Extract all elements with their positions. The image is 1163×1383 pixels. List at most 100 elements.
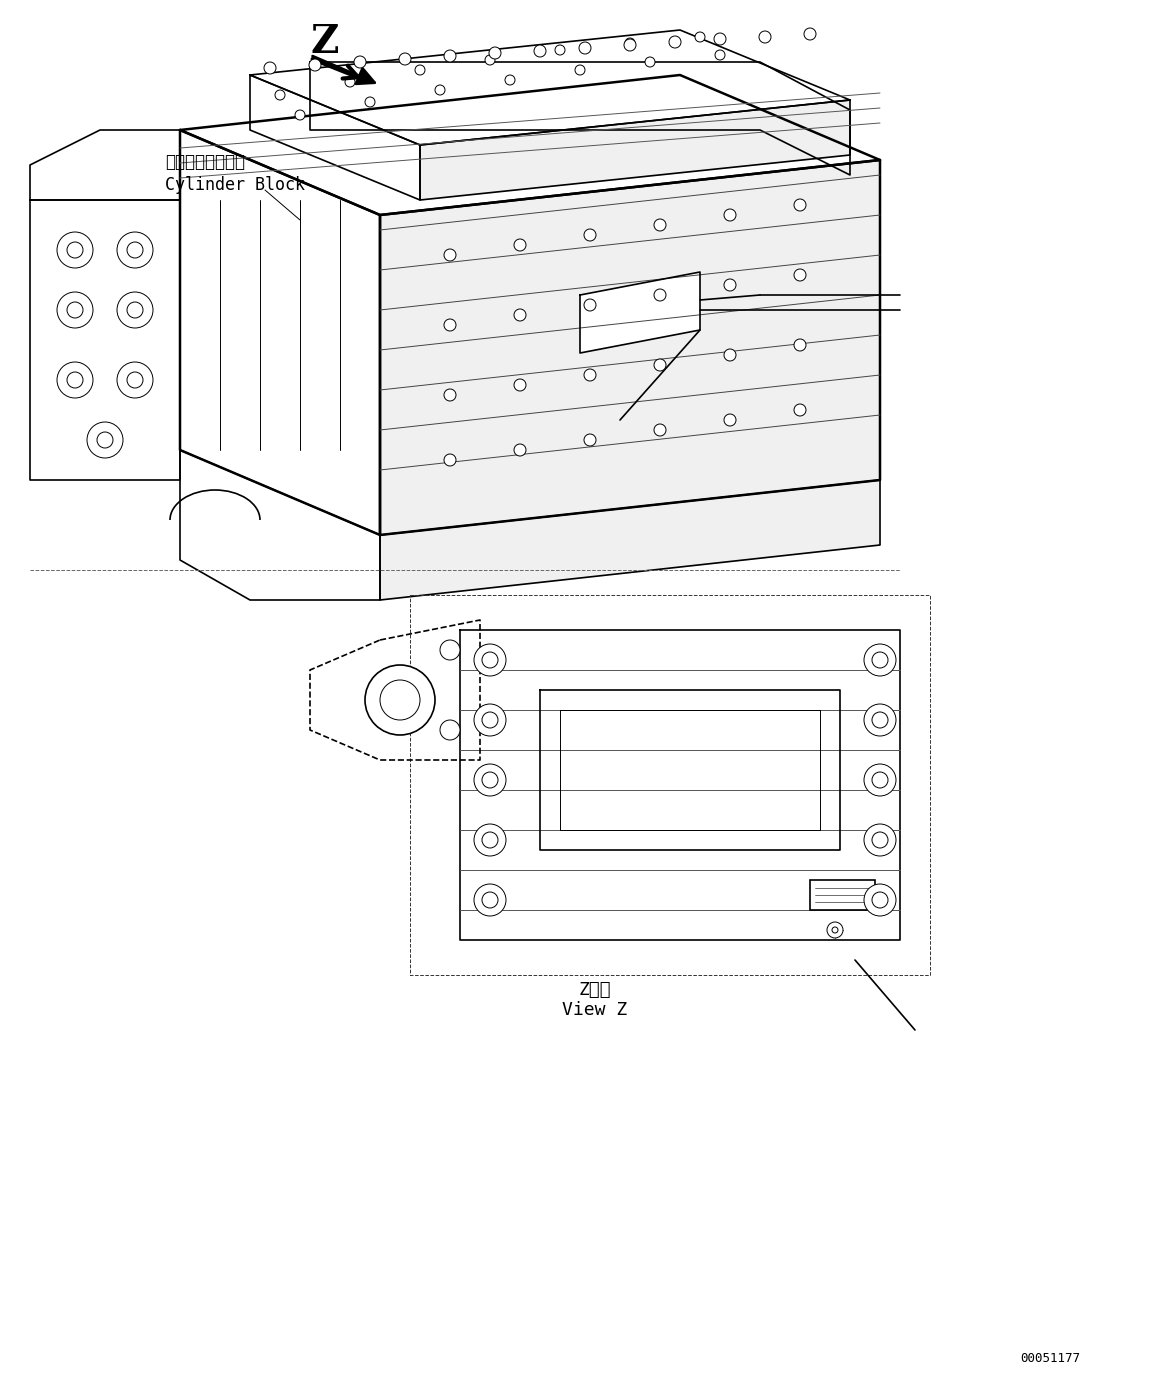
Circle shape — [127, 242, 143, 259]
Circle shape — [579, 41, 591, 54]
Text: Cylinder Block: Cylinder Block — [165, 176, 305, 194]
Polygon shape — [180, 130, 380, 535]
Circle shape — [872, 892, 889, 909]
Circle shape — [864, 704, 896, 736]
Text: 00051177: 00051177 — [1020, 1351, 1080, 1365]
Circle shape — [725, 349, 736, 361]
Circle shape — [864, 644, 896, 676]
Polygon shape — [540, 690, 840, 851]
Circle shape — [309, 59, 321, 71]
Circle shape — [481, 772, 498, 788]
Circle shape — [645, 57, 655, 66]
Circle shape — [435, 84, 445, 95]
Circle shape — [67, 242, 83, 259]
Circle shape — [481, 651, 498, 668]
Circle shape — [475, 644, 506, 676]
Circle shape — [725, 279, 736, 290]
Circle shape — [444, 50, 456, 62]
Polygon shape — [380, 480, 880, 600]
Circle shape — [715, 50, 725, 59]
Circle shape — [514, 379, 526, 391]
Circle shape — [505, 75, 515, 84]
Circle shape — [127, 372, 143, 389]
Polygon shape — [30, 130, 180, 201]
Circle shape — [555, 46, 565, 55]
Polygon shape — [461, 631, 900, 940]
Circle shape — [444, 389, 456, 401]
Circle shape — [584, 299, 595, 311]
Circle shape — [804, 28, 816, 40]
Circle shape — [514, 239, 526, 250]
Circle shape — [57, 232, 93, 268]
Circle shape — [872, 651, 889, 668]
Circle shape — [481, 892, 498, 909]
Circle shape — [440, 721, 461, 740]
Polygon shape — [580, 272, 700, 353]
Circle shape — [714, 33, 726, 46]
Circle shape — [67, 301, 83, 318]
Circle shape — [794, 199, 806, 212]
Polygon shape — [250, 30, 850, 145]
Circle shape — [794, 404, 806, 416]
Circle shape — [67, 372, 83, 389]
Circle shape — [514, 308, 526, 321]
Circle shape — [669, 36, 682, 48]
Circle shape — [475, 704, 506, 736]
Circle shape — [534, 46, 545, 57]
Circle shape — [475, 824, 506, 856]
Circle shape — [481, 833, 498, 848]
Circle shape — [127, 301, 143, 318]
Circle shape — [584, 369, 595, 380]
Circle shape — [444, 319, 456, 331]
Text: Z　視: Z 視 — [579, 981, 612, 999]
Circle shape — [654, 219, 666, 231]
Circle shape — [725, 414, 736, 426]
Circle shape — [399, 53, 411, 65]
Circle shape — [872, 712, 889, 727]
Circle shape — [625, 37, 635, 48]
Circle shape — [365, 97, 374, 106]
Circle shape — [485, 55, 495, 65]
Polygon shape — [180, 449, 380, 600]
Circle shape — [117, 362, 154, 398]
Circle shape — [654, 425, 666, 436]
Circle shape — [864, 763, 896, 797]
Circle shape — [475, 884, 506, 916]
Circle shape — [345, 77, 355, 87]
Circle shape — [274, 90, 285, 100]
Circle shape — [872, 772, 889, 788]
Bar — [809, 880, 875, 910]
Polygon shape — [420, 100, 850, 201]
Circle shape — [380, 680, 420, 721]
Circle shape — [488, 47, 501, 59]
Circle shape — [584, 230, 595, 241]
Circle shape — [794, 270, 806, 281]
Circle shape — [87, 422, 123, 458]
Text: Z: Z — [311, 24, 338, 61]
Circle shape — [872, 833, 889, 848]
Circle shape — [625, 39, 636, 51]
Circle shape — [475, 763, 506, 797]
Circle shape — [481, 712, 498, 727]
Circle shape — [654, 360, 666, 371]
Circle shape — [117, 292, 154, 328]
Circle shape — [444, 454, 456, 466]
Circle shape — [57, 362, 93, 398]
Circle shape — [864, 824, 896, 856]
Circle shape — [440, 640, 461, 660]
Circle shape — [117, 232, 154, 268]
Circle shape — [444, 249, 456, 261]
Circle shape — [584, 434, 595, 445]
Polygon shape — [180, 75, 880, 214]
Text: View Z: View Z — [563, 1001, 628, 1019]
Polygon shape — [250, 75, 420, 201]
Circle shape — [654, 289, 666, 301]
Polygon shape — [380, 160, 880, 535]
Circle shape — [794, 339, 806, 351]
Circle shape — [97, 431, 113, 448]
Circle shape — [832, 927, 839, 934]
Circle shape — [57, 292, 93, 328]
Circle shape — [514, 444, 526, 456]
Circle shape — [864, 884, 896, 916]
Circle shape — [354, 55, 366, 68]
